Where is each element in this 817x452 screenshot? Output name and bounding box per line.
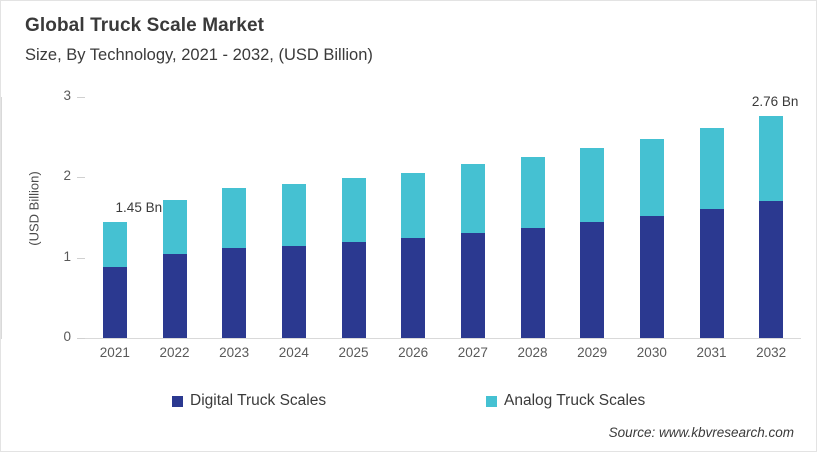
x-axis-tick-label: 2027 xyxy=(457,345,488,360)
bar-group[interactable] xyxy=(699,128,724,338)
plot-area xyxy=(85,97,801,338)
bar-group[interactable] xyxy=(639,138,664,338)
x-axis-tick-label: 2026 xyxy=(398,345,429,360)
bar-segment-analog[interactable] xyxy=(401,172,426,238)
bar-group[interactable] xyxy=(401,172,426,338)
y-axis-line xyxy=(1,97,2,339)
bar-group[interactable] xyxy=(580,148,605,338)
bar-segment-analog[interactable] xyxy=(222,187,247,249)
legend-item-digital[interactable]: Digital Truck Scales xyxy=(172,392,326,410)
bar-segment-analog[interactable] xyxy=(520,157,545,228)
legend-swatch-icon xyxy=(172,395,183,407)
x-axis-tick-label: 2023 xyxy=(219,345,250,360)
chart-subtitle: Size, By Technology, 2021 - 2032, (USD B… xyxy=(25,46,373,64)
bar-group[interactable] xyxy=(460,164,485,338)
bar-segment-digital[interactable] xyxy=(222,248,247,338)
y-axis-tick xyxy=(77,257,85,259)
y-axis-tick xyxy=(77,97,85,98)
bar-group[interactable] xyxy=(520,157,545,338)
y-axis-tick-label: 2 xyxy=(63,168,71,184)
bar-segment-digital[interactable] xyxy=(162,254,187,338)
x-axis-tick-label: 2029 xyxy=(577,345,608,360)
y-axis-title: (USD Billion) xyxy=(26,171,42,246)
bar-segment-analog[interactable] xyxy=(699,128,724,210)
legend-label: Digital Truck Scales xyxy=(190,392,327,409)
bar-segment-analog[interactable] xyxy=(460,164,485,233)
bar-segment-digital[interactable] xyxy=(580,222,605,338)
chart-legend: Digital Truck Scales Analog Truck Scales xyxy=(1,392,816,416)
x-axis-tick-label: 2022 xyxy=(159,345,190,360)
bar-value-label: 1.45 Bn xyxy=(115,199,163,215)
bar-segment-digital[interactable] xyxy=(639,215,664,338)
bar-group[interactable] xyxy=(162,199,187,338)
y-axis-tick-label: 1 xyxy=(63,248,71,264)
bar-group[interactable] xyxy=(222,187,247,338)
x-axis-tick-label: 2032 xyxy=(756,345,787,360)
bar-value-label: 2.76 Bn xyxy=(751,94,799,110)
legend-label: Analog Truck Scales xyxy=(504,392,646,409)
legend-swatch-icon xyxy=(486,395,497,407)
x-axis-tick-label: 2024 xyxy=(278,345,309,360)
bar-group[interactable] xyxy=(102,221,127,338)
bar-segment-digital[interactable] xyxy=(341,241,366,338)
bar-segment-analog[interactable] xyxy=(102,221,127,268)
y-axis-tick-label: 0 xyxy=(63,329,71,344)
bar-segment-analog[interactable] xyxy=(639,138,664,216)
x-axis-line xyxy=(85,338,801,339)
legend-item-analog[interactable]: Analog Truck Scales xyxy=(486,392,645,410)
x-axis-tick-label: 2028 xyxy=(517,345,548,360)
x-axis-tick-label: 2025 xyxy=(338,345,369,360)
x-axis-tick-label: 2030 xyxy=(636,345,667,360)
bar-group[interactable] xyxy=(281,183,306,338)
bar-group[interactable] xyxy=(341,178,366,338)
bar-segment-analog[interactable] xyxy=(341,178,366,242)
bar-segment-analog[interactable] xyxy=(162,199,187,255)
y-axis-tick xyxy=(77,177,85,179)
bar-group[interactable] xyxy=(759,116,784,338)
bar-segment-digital[interactable] xyxy=(401,237,426,338)
bar-segment-digital[interactable] xyxy=(460,232,485,338)
bar-segment-digital[interactable] xyxy=(102,267,127,338)
bar-segment-digital[interactable] xyxy=(281,245,306,338)
bar-segment-digital[interactable] xyxy=(520,227,545,338)
bar-segment-analog[interactable] xyxy=(580,148,605,223)
bar-segment-analog[interactable] xyxy=(281,183,306,246)
x-axis-tick-label: 2031 xyxy=(696,345,727,360)
bar-segment-digital[interactable] xyxy=(759,200,784,338)
source-credit: Source: www.kbvresearch.com xyxy=(608,425,794,440)
bar-segment-analog[interactable] xyxy=(759,116,784,201)
bar-segment-digital[interactable] xyxy=(699,209,724,338)
page-title: Global Truck Scale Market xyxy=(25,15,265,36)
x-axis-tick-label: 2021 xyxy=(99,345,130,360)
y-axis-tick-label: 3 xyxy=(63,88,71,103)
y-axis-tick xyxy=(77,338,85,339)
